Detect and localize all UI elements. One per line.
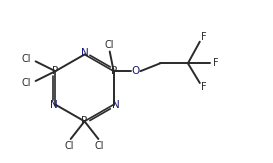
Text: P: P	[52, 66, 58, 76]
Text: Cl: Cl	[22, 54, 31, 64]
Text: Cl: Cl	[65, 141, 75, 151]
Text: F: F	[201, 82, 207, 92]
Text: F: F	[201, 32, 207, 42]
Text: Cl: Cl	[95, 141, 104, 151]
Text: Cl: Cl	[22, 78, 31, 88]
Text: P: P	[81, 116, 88, 126]
Text: O: O	[131, 66, 140, 76]
Text: P: P	[111, 66, 117, 76]
Text: N: N	[81, 48, 88, 59]
Text: F: F	[213, 58, 218, 68]
Text: N: N	[49, 100, 57, 110]
Text: Cl: Cl	[105, 40, 114, 50]
Text: N: N	[112, 100, 120, 110]
